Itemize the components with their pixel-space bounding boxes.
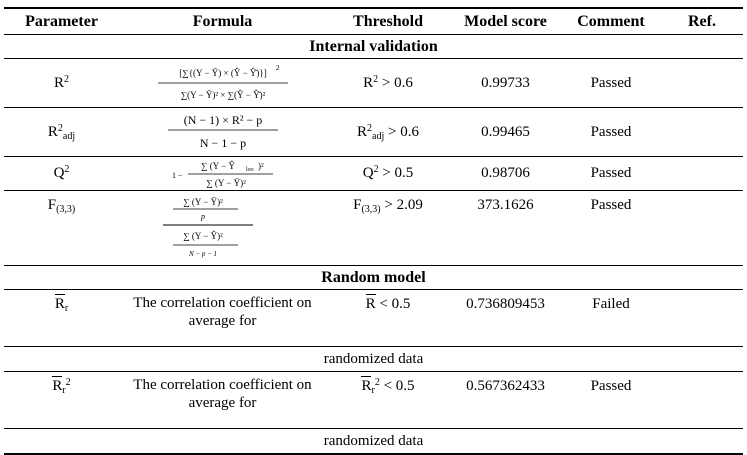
formula-q2-svg: 1 − ∑ (Y − Ŷ loo )² ∑ (Y − Ȳ)²	[172, 161, 273, 188]
header-model-score: Model score	[464, 12, 547, 30]
formula-q2-numerator-end: )²	[258, 161, 264, 171]
validation-table: Parameter Formula Threshold Model score …	[4, 7, 743, 455]
score-q2: 0.98706	[450, 156, 561, 191]
formula-q2-numerator-sub: loo	[246, 167, 254, 173]
formula-r2-svg: [∑{(Y − Ȳ) × (Ŷ − Ŷ̄)}] 2 ∑(Y − Ȳ)² × ∑(…	[157, 64, 288, 100]
formula-q2-numerator: ∑ (Y − Ŷ	[201, 161, 235, 171]
formula-r2adj-svg: (N − 1) × R² − p N − 1 − p	[167, 113, 278, 150]
table-row-r2adj: R2adj (N − 1) × R² − p N − 1 − p R2adj >…	[4, 107, 743, 157]
table-row-rr: Rr The correlation coefficient on averag…	[4, 289, 743, 347]
score-rr: 0.736809453	[450, 289, 561, 347]
header-formula: Formula	[192, 12, 253, 30]
comment-rr2: Passed	[561, 371, 661, 429]
table-row-f: F(3,3) ∑ (Y − Ȳ)² p ∑ (Y − Ŷ)² N − p − 1…	[4, 190, 743, 266]
header-comment: Comment	[577, 12, 645, 30]
header-row: Parameter Formula Threshold Model score …	[4, 8, 743, 35]
comment-q2: Passed	[561, 156, 661, 191]
score-r2adj: 0.99465	[450, 107, 561, 157]
param-cell: Rr2	[4, 371, 119, 429]
formula-q2-denominator: ∑ (Y − Ȳ)²	[206, 178, 246, 188]
param-cell: R2	[4, 58, 119, 108]
formula-r2-denominator: ∑(Y − Ȳ)² × ∑(Ŷ − Ŷ̄)²	[180, 90, 265, 100]
table-row-rr-continuation: randomized data	[4, 346, 743, 372]
score-f: 373.1626	[450, 190, 561, 266]
table-row-r2: R2 [∑{(Y − Ȳ) × (Ŷ − Ŷ̄)}] 2 ∑(Y − Ȳ)² ×…	[4, 58, 743, 108]
threshold-r2: R2 > 0.6	[326, 58, 450, 108]
table-row-rr2: Rr2 The correlation coefficient on avera…	[4, 371, 743, 429]
formula-r2adj-denominator: N − 1 − p	[199, 136, 245, 150]
score-r2: 0.99733	[450, 58, 561, 108]
rr2-continuation-text: randomized data	[4, 428, 743, 455]
ref-r2adj	[661, 107, 743, 157]
formula-f: ∑ (Y − Ȳ)² p ∑ (Y − Ŷ)² N − p − 1	[119, 190, 326, 266]
threshold-r2adj: R2adj > 0.6	[326, 107, 450, 157]
table-row-q2: Q2 1 − ∑ (Y − Ŷ loo )² ∑ (Y − Ȳ)² Q2 > 0…	[4, 156, 743, 191]
param-cell: R2adj	[4, 107, 119, 157]
formula-r2adj: (N − 1) × R² − p N − 1 − p	[119, 107, 326, 157]
threshold-q2: Q2 > 0.5	[326, 156, 450, 191]
threshold-f: F(3,3) > 2.09	[326, 190, 450, 266]
formula-f-svg: ∑ (Y − Ȳ)² p ∑ (Y − Ŷ)² N − p − 1	[162, 197, 253, 258]
comment-r2: Passed	[561, 58, 661, 108]
comment-rr: Failed	[561, 289, 661, 347]
section-random-model: Random model	[4, 265, 743, 290]
comment-r2adj: Passed	[561, 107, 661, 157]
formula-r2-numerator-sup: 2	[276, 64, 280, 72]
score-rr2: 0.567362433	[450, 371, 561, 429]
comment-f: Passed	[561, 190, 661, 266]
ref-rr2	[661, 371, 743, 429]
threshold-rr: R < 0.5	[326, 289, 450, 347]
ref-f	[661, 190, 743, 266]
formula-f-top-denominator: p	[200, 212, 205, 221]
header-parameter: Parameter	[25, 12, 98, 30]
header-threshold: Threshold	[353, 12, 423, 30]
section-internal-validation: Internal validation	[4, 34, 743, 59]
formula-f-bottom-denominator: N − p − 1	[187, 250, 216, 258]
table-row-rr2-continuation: randomized data	[4, 428, 743, 455]
formula-r2: [∑{(Y − Ȳ) × (Ŷ − Ŷ̄)}] 2 ∑(Y − Ȳ)² × ∑(…	[119, 58, 326, 108]
formula-q2: 1 − ∑ (Y − Ŷ loo )² ∑ (Y − Ȳ)²	[119, 156, 326, 191]
section-title-internal: Internal validation	[4, 34, 743, 59]
formula-r2adj-numerator: (N − 1) × R² − p	[183, 113, 262, 127]
section-title-random: Random model	[4, 265, 743, 290]
formula-rr-text: The correlation coefficient on average f…	[119, 289, 326, 347]
ref-r2	[661, 58, 743, 108]
param-cell: F(3,3)	[4, 190, 119, 266]
header-ref: Ref.	[688, 12, 716, 30]
formula-rr2-text: The correlation coefficient on average f…	[119, 371, 326, 429]
param-cell: Q2	[4, 156, 119, 191]
threshold-rr2: Rr2 < 0.5	[326, 371, 450, 429]
ref-rr	[661, 289, 743, 347]
ref-q2	[661, 156, 743, 191]
formula-f-bottom-numerator: ∑ (Y − Ŷ)²	[183, 231, 223, 241]
param-cell: Rr	[4, 289, 119, 347]
formula-q2-lead: 1 −	[172, 171, 183, 180]
formula-f-top-numerator: ∑ (Y − Ȳ)²	[183, 197, 223, 207]
formula-r2-numerator: [∑{(Y − Ȳ) × (Ŷ − Ŷ̄)}]	[179, 68, 266, 78]
rr-continuation-text: randomized data	[4, 346, 743, 372]
results-table-container: Parameter Formula Threshold Model score …	[4, 7, 743, 455]
